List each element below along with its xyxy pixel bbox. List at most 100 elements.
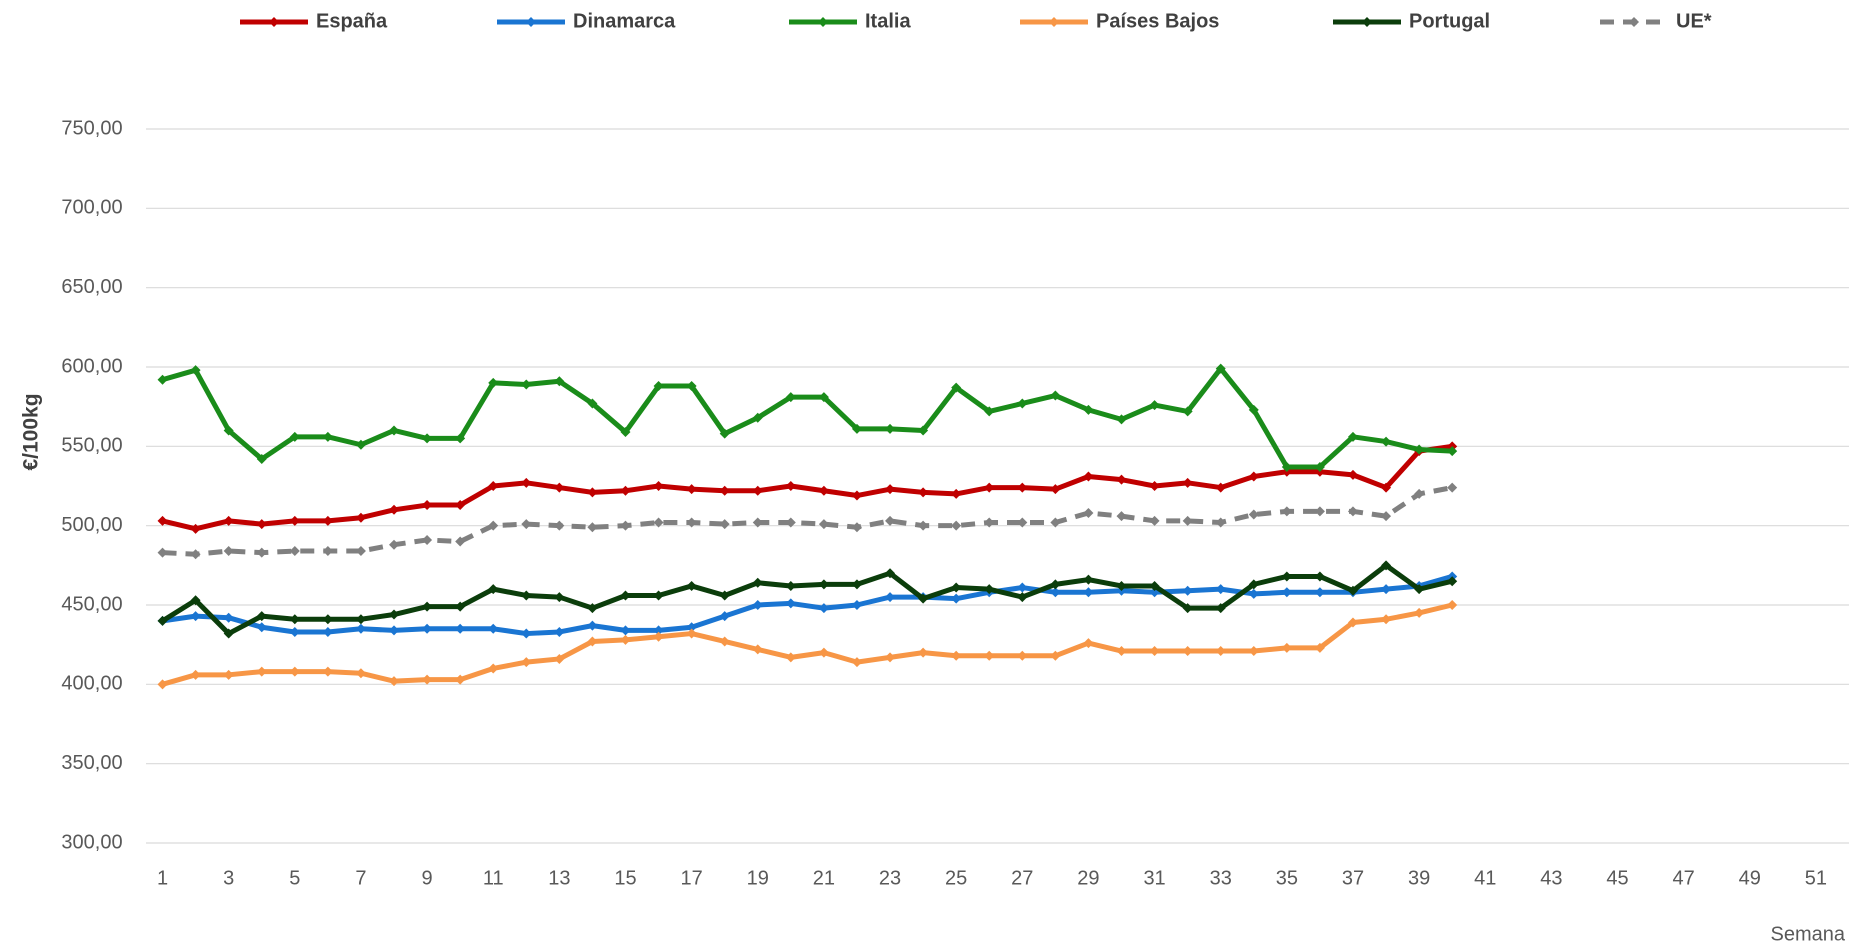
x-tick-label: 39 <box>1408 867 1430 889</box>
x-tick-label: 49 <box>1739 867 1761 889</box>
point-marker <box>918 647 929 658</box>
point-marker <box>1414 607 1425 618</box>
point-marker <box>918 593 929 604</box>
point-marker <box>885 484 896 495</box>
point-marker <box>1116 580 1127 591</box>
point-marker <box>389 625 400 636</box>
y-tick-label: 300,00 <box>61 831 122 853</box>
point-marker <box>1281 587 1292 598</box>
point-marker <box>719 428 730 439</box>
point-marker <box>1182 515 1193 526</box>
point-marker <box>256 622 267 633</box>
point-marker <box>521 590 532 601</box>
point-marker <box>256 519 267 530</box>
point-marker <box>256 547 267 558</box>
point-marker <box>1314 506 1325 517</box>
point-marker <box>521 379 532 390</box>
point-marker <box>1017 398 1028 409</box>
x-tick-label: 19 <box>747 867 769 889</box>
point-marker <box>1215 646 1226 657</box>
point-marker <box>1215 482 1226 493</box>
legend-label[interactable]: España <box>316 10 388 32</box>
point-marker <box>1182 406 1193 417</box>
point-marker <box>752 600 763 610</box>
point-marker <box>818 647 829 658</box>
y-tick-label: 650,00 <box>61 276 122 298</box>
point-marker <box>984 584 995 595</box>
point-marker <box>322 431 333 442</box>
x-axis-title: Semana <box>1771 923 1846 945</box>
point-marker <box>256 454 267 465</box>
point-marker <box>818 392 829 403</box>
point-marker <box>1116 646 1127 657</box>
point-marker <box>1116 511 1127 522</box>
legend-label[interactable]: Portugal <box>1409 10 1490 32</box>
point-marker <box>1215 603 1226 614</box>
point-marker <box>1447 600 1458 610</box>
point-marker <box>157 615 168 626</box>
y-tick-label: 400,00 <box>61 673 122 695</box>
x-tick-label: 11 <box>483 867 504 889</box>
point-marker <box>686 517 697 528</box>
point-marker <box>289 515 300 526</box>
x-tick-label: 7 <box>355 867 366 889</box>
point-marker <box>1116 474 1127 485</box>
point-marker <box>951 382 962 393</box>
point-marker <box>1215 584 1226 595</box>
point-marker <box>885 423 896 434</box>
point-marker <box>1215 363 1226 374</box>
point-marker <box>422 601 433 612</box>
legend-label[interactable]: Países Bajos <box>1096 10 1219 32</box>
x-tick-label: 33 <box>1210 867 1232 889</box>
legend-label[interactable]: UE* <box>1676 10 1712 32</box>
point-marker <box>521 657 532 668</box>
point-marker <box>190 365 201 376</box>
y-tick-label: 450,00 <box>61 593 122 615</box>
point-marker <box>1083 587 1094 598</box>
point-marker <box>984 482 995 493</box>
point-marker <box>851 490 862 501</box>
point-marker <box>1381 560 1392 571</box>
y-axis-title: €/100kg <box>20 393 43 470</box>
point-marker <box>752 412 763 423</box>
point-marker <box>1050 390 1061 401</box>
legend-label[interactable]: Italia <box>865 10 911 32</box>
point-marker <box>1017 650 1028 661</box>
point-marker <box>785 598 796 609</box>
point-marker <box>1248 471 1259 482</box>
point-marker <box>422 674 433 685</box>
point-marker <box>951 488 962 499</box>
x-tick-label: 13 <box>548 867 570 889</box>
point-marker <box>355 546 366 557</box>
point-marker <box>686 628 697 639</box>
legend-marker <box>818 17 828 27</box>
point-marker <box>389 425 400 436</box>
point-marker <box>422 534 433 545</box>
point-marker <box>223 546 234 557</box>
point-marker <box>719 590 730 601</box>
point-marker <box>521 477 532 488</box>
point-marker <box>1083 471 1094 482</box>
series-line <box>161 562 1453 637</box>
x-tick-label: 51 <box>1805 867 1827 889</box>
legend-marker <box>526 17 536 27</box>
point-marker <box>785 517 796 528</box>
point-marker <box>1050 587 1061 598</box>
point-marker <box>818 579 829 590</box>
point-marker <box>885 652 896 663</box>
point-marker <box>653 631 664 642</box>
point-marker <box>686 622 697 633</box>
x-tick-label: 21 <box>813 867 835 889</box>
point-marker <box>355 623 366 634</box>
point-marker <box>620 520 631 531</box>
point-marker <box>488 663 499 674</box>
legend-label[interactable]: Dinamarca <box>573 10 676 32</box>
point-marker <box>1149 646 1160 657</box>
point-marker <box>1083 507 1094 518</box>
point-marker <box>488 520 499 531</box>
point-marker <box>851 600 862 610</box>
point-marker <box>1248 588 1259 599</box>
series-line <box>161 602 1453 687</box>
point-marker <box>422 500 433 511</box>
x-tick-label: 29 <box>1077 867 1099 889</box>
